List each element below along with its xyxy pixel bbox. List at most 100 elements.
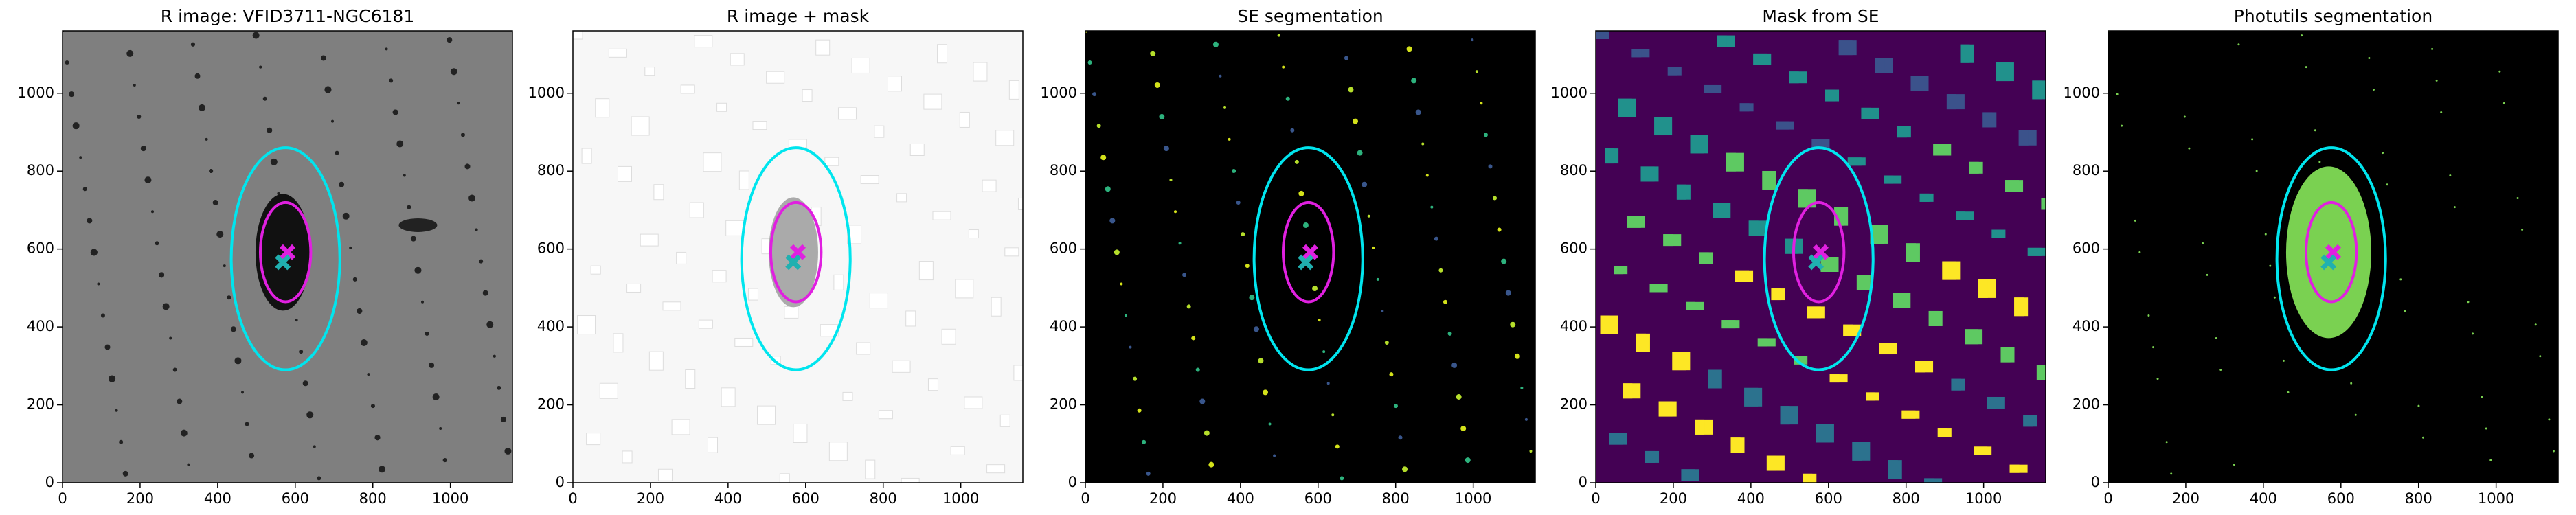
- segment: [1335, 444, 1340, 449]
- star: [241, 391, 244, 394]
- x-tick-label: 400: [2250, 490, 2277, 507]
- segment: [1124, 314, 1127, 317]
- segment: [1393, 404, 1398, 409]
- segment: [2170, 472, 2173, 475]
- x-tick-label: 400: [1737, 490, 1765, 507]
- mask-box: [909, 144, 925, 156]
- mask-box: [1713, 203, 1731, 218]
- star: [155, 241, 159, 246]
- star: [403, 174, 406, 177]
- segment: [1367, 214, 1370, 218]
- segment: [1146, 471, 1151, 476]
- star: [180, 429, 188, 437]
- mask-box: [1861, 107, 1871, 119]
- mask-box: [1946, 94, 1956, 110]
- mask-box: [1919, 193, 1934, 202]
- mask-box: [995, 130, 1015, 146]
- ellipse: [740, 146, 852, 371]
- mask-box: [2032, 80, 2046, 100]
- panel-title: R image + mask: [727, 6, 870, 26]
- star: [82, 187, 87, 192]
- segment: [2417, 404, 2420, 407]
- mask-box: [1996, 62, 2014, 82]
- mask-box: [730, 53, 745, 66]
- mask-box: [1649, 284, 1668, 293]
- ellipse: [1281, 201, 1335, 304]
- star: [122, 470, 128, 477]
- segment: [2134, 219, 2136, 222]
- segment: [1208, 461, 1214, 468]
- segment: [1245, 264, 1250, 268]
- segment: [1357, 150, 1363, 156]
- star: [126, 49, 134, 57]
- mask-box: [676, 251, 687, 264]
- star: [65, 60, 69, 65]
- panel-title: Photutils segmentation: [2234, 6, 2432, 26]
- mask-box: [1856, 275, 1871, 290]
- star: [137, 115, 142, 119]
- mask-box: [837, 107, 857, 120]
- mask-box: [1753, 53, 1772, 65]
- star: [159, 272, 165, 278]
- mask-box: [694, 35, 713, 48]
- mask-box: [1708, 369, 1722, 389]
- mask-box: [779, 473, 790, 483]
- star: [439, 427, 442, 431]
- mask-box: [1690, 135, 1708, 154]
- ellipse: [1792, 201, 1846, 304]
- star: [392, 109, 398, 115]
- mask-box: [1803, 473, 1817, 483]
- image-detail: [63, 31, 512, 481]
- segment: [1253, 326, 1259, 332]
- mask-box: [721, 387, 736, 407]
- mask-box: [1776, 121, 1794, 130]
- x-tick-label: 800: [359, 490, 387, 507]
- segment: [1416, 111, 1420, 114]
- star: [299, 350, 304, 354]
- segment: [1120, 282, 1123, 286]
- y-tick-label: 400: [537, 318, 565, 334]
- mask-box: [1013, 365, 1023, 381]
- mask-box: [1798, 189, 1808, 208]
- mask-box: [622, 450, 633, 464]
- star: [374, 435, 381, 441]
- mask-box: [982, 179, 997, 192]
- star: [464, 163, 471, 170]
- star: [249, 453, 255, 459]
- segment: [2502, 102, 2505, 104]
- mask-box: [901, 477, 920, 483]
- mask-box: [1645, 450, 1660, 463]
- mask-box: [1843, 324, 1853, 336]
- star: [352, 277, 357, 282]
- segment: [1312, 286, 1318, 292]
- star: [482, 290, 488, 296]
- segment: [1475, 70, 1478, 73]
- segment: [1451, 362, 1458, 368]
- mask-box: [680, 84, 695, 94]
- x-tick-label: 600: [1815, 490, 1842, 507]
- star: [349, 246, 352, 249]
- star: [277, 192, 280, 195]
- segment: [1232, 168, 1236, 173]
- mask-box: [833, 274, 844, 290]
- segment: [1438, 268, 1443, 273]
- mask-box: [1942, 261, 1961, 280]
- mask-box: [1906, 243, 1920, 262]
- panel: [1596, 31, 2046, 483]
- mask-box: [1766, 455, 1776, 471]
- mask-box: [1596, 31, 1609, 39]
- star: [133, 83, 136, 87]
- segment: [1331, 413, 1335, 417]
- segment: [1406, 46, 1412, 52]
- mask-box: [1816, 424, 1834, 443]
- mask-box: [1699, 252, 1713, 264]
- segment: [1236, 201, 1241, 205]
- star: [177, 398, 183, 404]
- star: [504, 447, 512, 455]
- segment: [1460, 426, 1467, 432]
- star: [493, 354, 496, 358]
- segment: [1480, 102, 1483, 105]
- y-tick-label: 800: [1560, 162, 1588, 179]
- mask-box: [1663, 234, 1673, 247]
- segment: [1249, 295, 1255, 301]
